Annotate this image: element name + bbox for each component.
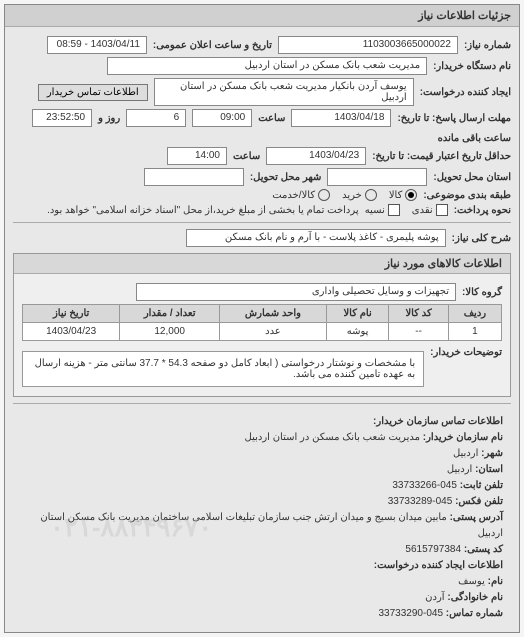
goods-group-field: تجهیزات و وسایل تحصیلی واداری bbox=[136, 283, 456, 301]
buyer-name-field: مدیریت شعب بانک مسکن در استان اردبیل bbox=[107, 57, 427, 75]
name-value: یوسف bbox=[458, 576, 485, 587]
classification-label: طبقه بندی موضوعی: bbox=[423, 190, 511, 201]
col-unit: واحد شمارش bbox=[220, 305, 327, 323]
main-panel: جزئیات اطلاعات نیاز شماره نیاز: 11030036… bbox=[4, 4, 520, 633]
buyer-note-text: با مشخصات و نوشتار درخواستی ( ابعاد کامل… bbox=[22, 351, 424, 387]
valid-until-label: حداقل تاریخ اعتبار قیمت: تا تاریخ: bbox=[372, 151, 511, 162]
buyer-label: نام دستگاه خریدار: bbox=[433, 61, 511, 72]
goods-table: ردیف کد کالا نام کالا واحد شمارش تعداد /… bbox=[22, 304, 502, 341]
cell-row: 1 bbox=[448, 323, 501, 341]
radio-icon bbox=[318, 189, 330, 201]
table-header-row: ردیف کد کالا نام کالا واحد شمارش تعداد /… bbox=[23, 305, 502, 323]
divider bbox=[13, 222, 511, 223]
valid-time-label: ساعت bbox=[233, 151, 260, 162]
checkbox-cash[interactable]: نقدی bbox=[412, 204, 448, 216]
send-time-label: ساعت bbox=[258, 113, 285, 124]
contact-city-value: اردبیل bbox=[453, 448, 478, 459]
time-remaining: 23:52:50 bbox=[32, 109, 92, 127]
send-deadline-time: 09:00 bbox=[192, 109, 252, 127]
postal-value: 5615797384 bbox=[405, 544, 461, 555]
family-value: آردن bbox=[425, 592, 444, 603]
city-label: شهر محل تحویل: bbox=[250, 172, 322, 183]
need-number-field: 1103003665000022 bbox=[278, 36, 458, 54]
radio-buy[interactable]: خرید bbox=[342, 189, 377, 201]
contact-header: اطلاعات تماس سازمان خریدار: bbox=[373, 416, 503, 427]
creator-label: ایجاد کننده درخواست: bbox=[420, 87, 511, 98]
province-label: استان محل تحویل: bbox=[433, 172, 511, 183]
cell-code: -- bbox=[389, 323, 448, 341]
table-row[interactable]: 1 -- پوشه عدد 12,000 1403/04/23 bbox=[23, 323, 502, 341]
name-label: نام: bbox=[488, 576, 503, 587]
cell-name: پوشه bbox=[326, 323, 389, 341]
days-remaining: 6 bbox=[126, 109, 186, 127]
cell-date: 1403/04/23 bbox=[23, 323, 120, 341]
postal-label: کد پستی: bbox=[464, 544, 503, 555]
req-phone-label: شماره تماس: bbox=[446, 608, 503, 619]
buyer-contact-button[interactable]: اطلاعات تماس خریدار bbox=[38, 84, 148, 101]
family-label: نام خانوادگی: bbox=[447, 592, 503, 603]
panel-title: جزئیات اطلاعات نیاز bbox=[5, 5, 519, 27]
number-label: شماره نیاز: bbox=[464, 40, 511, 51]
city-field[interactable] bbox=[144, 168, 244, 186]
col-date: تاریخ نیاز bbox=[23, 305, 120, 323]
payment-note: پرداخت تمام یا بخشی از مبلغ خرید،از محل … bbox=[47, 205, 359, 216]
fax-value: 045-33733289 bbox=[388, 496, 453, 507]
divider bbox=[13, 403, 511, 404]
address-value: مابین میدان بسیج و میدان ارتش جنب سازمان… bbox=[40, 512, 503, 539]
creator-name-field: یوسف آردن بانکیار مدیریت شعب بانک مسکن د… bbox=[154, 78, 414, 106]
phone-value: 045-33733266 bbox=[392, 480, 457, 491]
radio-goods[interactable]: کالا bbox=[389, 189, 418, 201]
contact-info: اطلاعات تماس سازمان خریدار: نام سازمان خ… bbox=[13, 410, 511, 626]
contact-province-label: استان: bbox=[475, 464, 503, 475]
buyer-note-label: توضیحات خریدار: bbox=[430, 347, 502, 358]
goods-panel: اطلاعات کالاهای مورد نیاز گروه کالا: تجه… bbox=[13, 253, 511, 397]
contact-province-value: اردبیل bbox=[447, 464, 472, 475]
province-field[interactable] bbox=[327, 168, 427, 186]
classification-radios: کالا خرید کالا/خدمت bbox=[272, 189, 417, 201]
checkbox-icon bbox=[436, 204, 448, 216]
col-code: کد کالا bbox=[389, 305, 448, 323]
requester-header: اطلاعات ایجاد کننده درخواست: bbox=[374, 560, 503, 571]
goods-group-label: گروه کالا: bbox=[462, 287, 502, 298]
checkbox-credit[interactable]: نسیه bbox=[365, 204, 400, 216]
checkbox-icon bbox=[388, 204, 400, 216]
radio-icon bbox=[365, 189, 377, 201]
col-name: نام کالا bbox=[326, 305, 389, 323]
col-row: ردیف bbox=[448, 305, 501, 323]
days-remain-label: روز و bbox=[98, 113, 120, 124]
req-phone-value: 045-33733290 bbox=[378, 608, 443, 619]
announce-date-field: 1403/04/11 - 08:59 bbox=[47, 36, 147, 54]
contact-city-label: شهر: bbox=[481, 448, 503, 459]
send-deadline-date: 1403/04/18 bbox=[291, 109, 391, 127]
org-value: مدیریت شعب بانک مسکن در استان اردبیل bbox=[245, 432, 420, 443]
valid-until-time: 14:00 bbox=[167, 147, 227, 165]
payment-label: نحوه پرداخت: bbox=[454, 205, 511, 216]
cell-qty: 12,000 bbox=[120, 323, 220, 341]
radio-icon bbox=[405, 189, 417, 201]
valid-until-date: 1403/04/23 bbox=[266, 147, 366, 165]
col-qty: تعداد / مقدار bbox=[120, 305, 220, 323]
need-title-field: پوشه پلیمری - کاغذ پلاست - با آرم و نام … bbox=[186, 229, 446, 247]
address-label: آدرس پستی: bbox=[450, 512, 503, 523]
send-deadline-label: مهلت ارسال پاسخ: تا تاریخ: bbox=[397, 113, 511, 124]
radio-goods-service[interactable]: کالا/خدمت bbox=[272, 189, 330, 201]
time-remain-label: ساعت باقی مانده bbox=[438, 133, 511, 144]
fax-label: تلفن فکس: bbox=[455, 496, 503, 507]
cell-unit: عدد bbox=[220, 323, 327, 341]
goods-panel-header: اطلاعات کالاهای مورد نیاز bbox=[14, 254, 510, 274]
payment-checkboxes: نقدی نسیه bbox=[365, 204, 448, 216]
need-title-label: شرح کلی نیاز: bbox=[452, 233, 511, 244]
org-label: نام سازمان خریدار: bbox=[423, 432, 503, 443]
announce-label: تاریخ و ساعت اعلان عمومی: bbox=[153, 40, 272, 51]
phone-label: تلفن ثابت: bbox=[460, 480, 503, 491]
